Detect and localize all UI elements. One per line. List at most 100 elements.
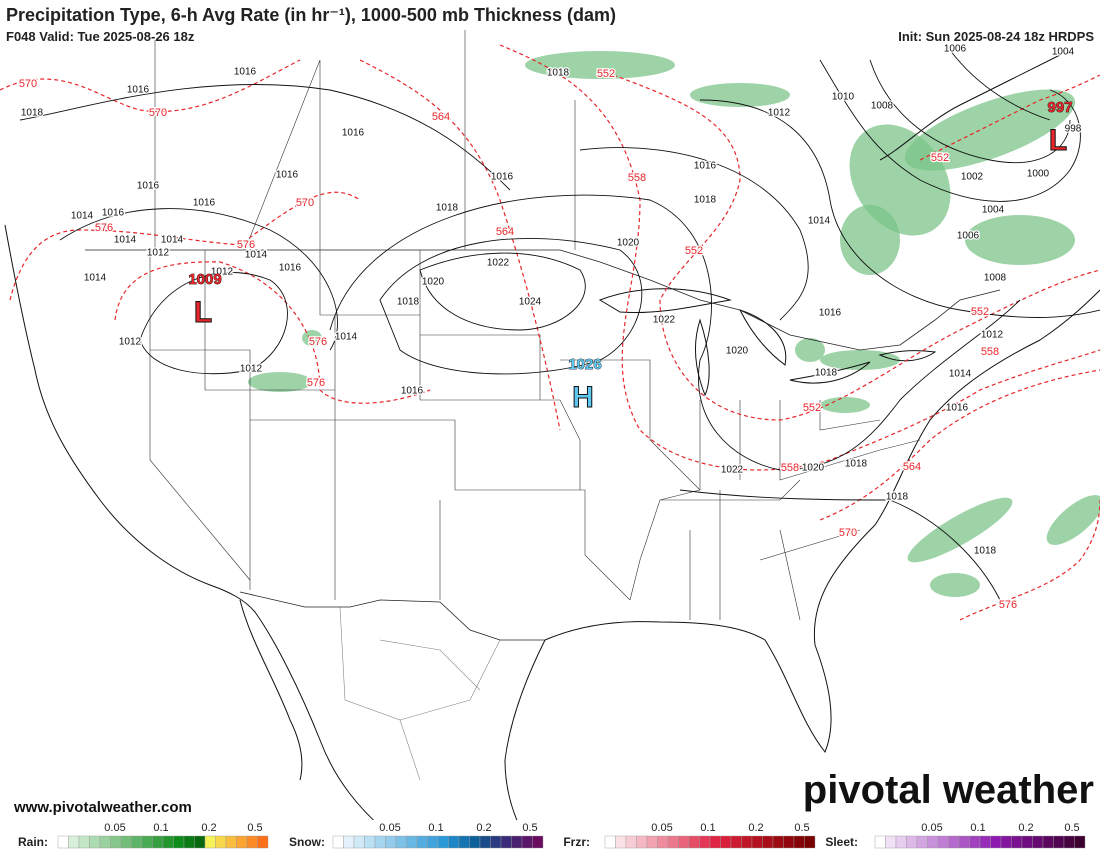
legend-swatch [783,835,795,849]
legend-swatch [204,835,216,849]
thickness-contour [599,69,1100,421]
legend-swatch [427,835,439,849]
thickness-label: 570 [296,197,314,209]
legend-swatch [958,835,970,849]
isobar-label: 1002 [961,172,984,183]
thickness-label: 576 [237,239,255,251]
legend-tick: 0.1 [428,822,443,834]
map-title: Precipitation Type, 6-h Avg Rate (in hr⁻… [6,5,616,25]
legend-swatch [353,835,365,849]
legend-swatch [625,835,637,849]
precip [795,338,825,362]
isobar-label: 1012 [768,108,791,119]
legend-swatch [793,835,805,849]
legend-swatch [215,835,227,849]
precip [302,330,322,346]
legend-tick: 0.05 [104,822,125,834]
legend-swatch [772,835,784,849]
isobar-label: 1008 [984,273,1007,284]
legend-swatch [416,835,428,849]
legend-tick: 0.1 [153,822,168,834]
legend-swatch [678,835,690,849]
precip-areas [248,51,1100,597]
isobar-label: 1014 [71,211,94,222]
contour-labels: 1016 1016 1018 1016 1016 1016 1016 1014 1016 1014… [18,42,1083,612]
precip [930,573,980,597]
precip [820,397,870,413]
isobar-label: 1018 [974,546,997,557]
legend-swatch [521,835,533,849]
legend-swatch [437,835,449,849]
legend-swatch [927,835,939,849]
precip [904,89,1076,171]
legend-swatch [374,835,386,849]
isobar [699,99,1100,318]
coastline [239,599,303,781]
isobar-label: 1018 [21,108,44,119]
thickness-label: 570 [19,78,37,90]
isobar-label: 1012 [147,248,170,259]
precip [907,497,1013,563]
legend: Rain: 0.05 0.1 0.2 0.5 Snow: 0.05 0.1 0.2 0.5 Frzr… [18,822,1086,849]
isobar-label: 1018 [845,459,868,470]
state-lines [149,250,921,621]
thickness-label: 552 [971,306,989,318]
legend-tick: 0.2 [1018,822,1033,834]
isobar-label: 1016 [102,208,125,219]
legend-tick: 0.1 [700,822,715,834]
thickness-label: 552 [931,152,949,164]
legend-swatch [532,835,544,849]
isobar [329,194,1021,471]
isobar-label: 1024 [519,297,542,308]
brand-logo: pivotal weather [803,768,1094,812]
coastline [879,54,1061,161]
legend-label: Frzr: [563,835,590,849]
center-pressure: 1026 [568,356,601,373]
isobar-label: 1014 [245,250,268,261]
legend-swatch [730,835,742,849]
legend-tick: 0.5 [794,822,809,834]
legend-tick: 0.2 [476,822,491,834]
isobar-label: 1016 [193,198,216,209]
isobar [869,59,1071,164]
legend-swatch [120,835,132,849]
legend-label: Snow: [289,835,325,849]
thickness-contour [819,369,1100,521]
legend-swatch [479,835,491,849]
isobar-label: 998 [1065,124,1082,135]
thickness-label: 564 [432,111,450,123]
legend-swatch [1021,835,1033,849]
isobar-label: 1016 [819,308,842,319]
isobar-label: 1018 [815,368,838,379]
legend-swatch [194,835,206,849]
legend-swatch [804,835,816,849]
legend-swatch [1000,835,1012,849]
isobar-label: 1016 [137,181,160,192]
legend-swatch [131,835,143,849]
isobar-label: 1020 [422,277,445,288]
legend-tick: 0.1 [970,822,985,834]
legend-tick: 0.05 [379,822,400,834]
legend-swatch [937,835,949,849]
lake [789,361,871,384]
isobar-label: 1020 [802,463,825,474]
precip [690,83,790,107]
isobar-label: 1020 [617,238,640,249]
legend-swatch [110,835,122,849]
legend-swatch [152,835,164,849]
thickness-label: 576 [999,599,1017,611]
isobar [59,208,338,351]
isobar [139,272,288,375]
isobar-label: 1006 [957,231,980,242]
isobar-label: 1014 [161,235,184,246]
thickness-label: 576 [307,377,325,389]
isobar-label: 1016 [276,170,299,181]
isobar [679,489,1001,601]
legend-tick: 0.05 [651,822,672,834]
legend-label: Rain: [18,835,48,849]
thickness-contour [114,261,431,404]
isobar-label: 1016 [234,67,257,78]
legend-swatch [183,835,195,849]
legend-swatch [657,835,669,849]
